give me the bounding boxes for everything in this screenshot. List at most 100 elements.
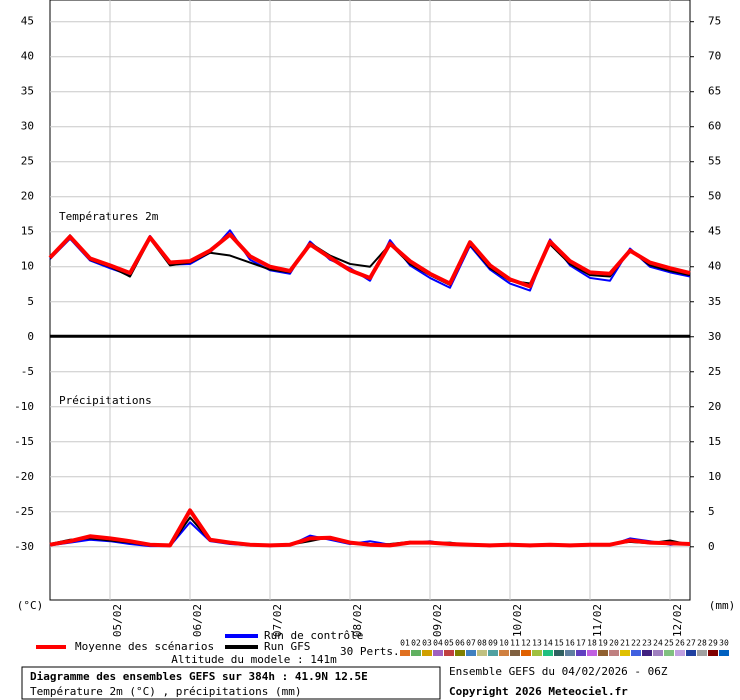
pert-legend-swatch [587,650,597,656]
y2-tick-label: 15 [708,435,721,448]
y-tick-label: -5 [21,365,34,378]
pert-legend-swatch [521,650,531,656]
x-tick-label: 07/02 [271,604,284,637]
pert-legend-swatch [708,650,718,656]
legend-label: Run GFS [264,640,310,653]
y2-tick-label: 65 [708,85,721,98]
pert-legend-label: 07 [466,639,476,648]
pert-legend-label: 03 [422,639,432,648]
pert-legend-label: 10 [499,639,509,648]
y-tick-label: -10 [14,400,34,413]
y2-tick-label: 0 [708,540,715,553]
pert-legend-label: 01 [400,639,410,648]
pert-legend-swatch [488,650,498,656]
y2-tick-label: 50 [708,190,721,203]
pert-legend-swatch [620,650,630,656]
pert-legend-label: 23 [642,639,652,648]
x-tick-label: 08/02 [351,604,364,637]
title-box [21,666,441,700]
pert-legend-label: 02 [411,639,421,648]
pert-legend-swatch [675,650,685,656]
pert-legend-swatch [411,650,421,656]
pert-legend-swatch [664,650,674,656]
copyright: Copyright 2026 Meteociel.fr [449,685,628,698]
title: Diagramme des ensembles GEFS sur 384h : … [30,670,368,683]
y-tick-label: 15 [21,225,34,238]
pert-legend-label: 06 [455,639,465,648]
y2-axis-label: (mm) [709,599,736,612]
pert-legend-label: 29 [708,639,718,648]
y2-tick-label: 55 [708,155,721,168]
y-tick-label: 25 [21,155,34,168]
pert-legend-label: 14 [543,639,553,648]
pert-legend-label: 09 [488,639,498,648]
run-info: Ensemble GEFS du 04/02/2026 - 06Z [449,665,668,678]
y2-tick-label: 10 [708,470,721,483]
pert-legend-label: 28 [697,639,707,648]
pert-legend-label: 30 [719,639,729,648]
pert-legend-label: 16 [565,639,575,648]
y-tick-label: 20 [21,190,34,203]
pert-legend-swatch [631,650,641,656]
pert-legend-swatch [598,650,608,656]
series-line [48,232,691,289]
series-line [49,508,691,548]
x-tick-label: 05/02 [111,604,124,637]
y-tick-label: 5 [27,295,34,308]
temperature-label: Températures 2m [59,210,159,223]
y2-tick-label: 30 [708,330,721,343]
pert-legend-swatch [532,650,542,656]
x-tick-label: 06/02 [191,604,204,637]
pert-legend-swatch [686,650,696,656]
x-tick-label: 09/02 [431,604,444,637]
pert-legend-swatch [576,650,586,656]
pert-legend-swatch [554,650,564,656]
y-tick-label: 10 [21,260,34,273]
pert-legend-label: 08 [477,639,487,648]
pert-legend-label: 15 [554,639,564,648]
perturbations-label: 30 Perts. [340,645,400,658]
pert-legend-label: 26 [675,639,685,648]
pert-legend-swatch [444,650,454,656]
y2-tick-label: 35 [708,295,721,308]
pert-legend-label: 21 [620,639,630,648]
pert-legend-label: 13 [532,639,542,648]
pert-legend-label: 11 [510,639,520,648]
x-tick-label: 10/02 [511,604,524,637]
pert-legend-swatch [609,650,619,656]
y-tick-label: -20 [14,470,34,483]
altitude: Altitude du modele : 141m [171,653,337,666]
pert-legend-label: 17 [576,639,586,648]
y-tick-label: 40 [21,50,34,63]
pert-legend-swatch [466,650,476,656]
pert-legend-label: 25 [664,639,674,648]
x-tick-label: 11/02 [591,604,604,637]
pert-legend-swatch [400,650,410,656]
pert-legend-label: 05 [444,639,454,648]
pert-legend-label: 12 [521,639,531,648]
legend-label: Moyenne des scénarios [75,640,214,653]
y2-tick-label: 60 [708,120,721,133]
subtitle: Température 2m (°C) , précipitations (mm… [30,685,302,698]
pert-legend-swatch [477,650,487,656]
pert-legend-swatch [510,650,520,656]
y2-tick-label: 5 [708,505,715,518]
pert-legend-swatch [455,650,465,656]
pert-legend-swatch [433,650,443,656]
pert-legend-swatch [543,650,553,656]
pert-legend-swatch [642,650,652,656]
y2-tick-label: 40 [708,260,721,273]
pert-legend-swatch [422,650,432,656]
pert-legend-label: 22 [631,639,641,648]
y2-tick-label: 45 [708,225,721,238]
y-tick-label: 0 [27,330,34,343]
y-axis-label: (°C) [17,599,44,612]
y2-tick-label: 20 [708,400,721,413]
x-tick-label: 12/02 [671,604,684,637]
y2-tick-label: 25 [708,365,721,378]
y-tick-label: -30 [14,540,34,553]
y-tick-label: -25 [14,505,34,518]
y-tick-label: 30 [21,120,34,133]
pert-legend-swatch [719,650,729,656]
